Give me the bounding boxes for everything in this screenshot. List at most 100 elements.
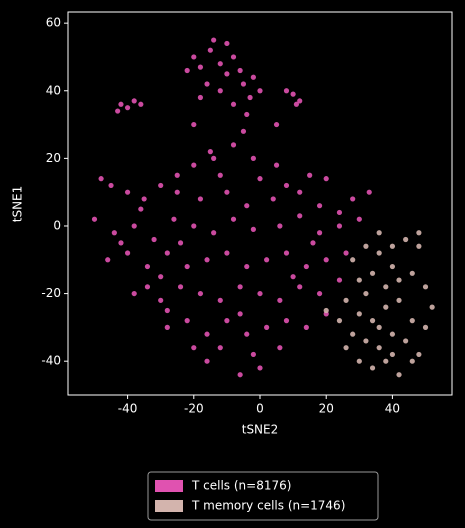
point xyxy=(273,121,280,128)
point xyxy=(244,263,250,270)
point xyxy=(297,284,303,290)
point xyxy=(240,81,247,87)
legend-swatch xyxy=(155,480,183,492)
legend-label: T memory cells (n=1746) xyxy=(191,499,345,513)
point xyxy=(191,162,197,168)
point xyxy=(376,230,382,236)
point xyxy=(237,284,243,290)
point xyxy=(131,223,137,229)
point xyxy=(207,149,213,155)
point xyxy=(389,351,396,358)
point xyxy=(336,277,343,283)
point xyxy=(409,270,415,276)
point xyxy=(158,182,164,189)
point xyxy=(369,318,376,324)
point xyxy=(124,105,131,111)
point xyxy=(217,88,223,94)
point xyxy=(369,270,376,276)
point xyxy=(383,358,389,364)
point xyxy=(237,372,243,378)
point xyxy=(403,236,409,243)
point xyxy=(389,331,396,337)
point xyxy=(350,257,356,263)
point xyxy=(138,206,144,212)
point xyxy=(297,98,303,104)
point xyxy=(323,176,329,182)
point xyxy=(197,64,204,70)
point xyxy=(250,74,256,80)
point xyxy=(277,297,283,303)
point xyxy=(118,101,124,107)
point xyxy=(303,263,309,270)
point xyxy=(177,240,184,246)
point xyxy=(247,94,253,101)
point xyxy=(283,250,290,256)
x-tick-label: 20 xyxy=(319,402,334,416)
x-tick-label: -20 xyxy=(184,402,204,416)
point xyxy=(244,203,250,209)
point xyxy=(197,196,204,202)
point xyxy=(283,318,290,324)
point xyxy=(336,223,343,229)
point xyxy=(356,216,362,222)
point xyxy=(293,101,300,107)
x-axis-label: tSNE2 xyxy=(242,423,279,437)
point xyxy=(131,98,137,104)
point xyxy=(174,172,180,178)
point xyxy=(356,358,362,364)
y-axis-label: tSNE1 xyxy=(11,186,25,223)
point xyxy=(277,345,283,351)
point xyxy=(277,223,283,229)
point xyxy=(244,331,250,337)
point xyxy=(336,318,343,324)
point xyxy=(376,345,382,351)
point xyxy=(158,274,164,280)
point xyxy=(230,142,237,148)
point xyxy=(283,88,290,94)
point xyxy=(105,257,111,263)
point xyxy=(422,324,429,330)
point xyxy=(131,290,137,297)
point xyxy=(164,307,170,314)
point xyxy=(257,88,263,94)
point xyxy=(356,277,362,283)
point xyxy=(343,345,349,351)
point xyxy=(184,67,190,74)
point xyxy=(197,94,204,101)
point xyxy=(184,318,190,324)
point xyxy=(108,182,114,189)
point xyxy=(211,230,217,236)
point xyxy=(383,284,389,290)
point xyxy=(230,101,237,107)
point xyxy=(383,304,389,310)
legend-label: T cells (n=8176) xyxy=(191,479,291,493)
point xyxy=(316,290,323,297)
legend-swatch xyxy=(155,500,183,512)
point xyxy=(224,71,230,77)
x-tick-label: 40 xyxy=(385,402,400,416)
point xyxy=(303,324,309,330)
point xyxy=(343,297,349,303)
point xyxy=(366,189,372,195)
point xyxy=(207,47,213,53)
point xyxy=(141,196,147,202)
point xyxy=(350,196,356,202)
point xyxy=(124,189,131,195)
point xyxy=(237,311,243,317)
point xyxy=(217,345,223,351)
point xyxy=(376,250,382,256)
point xyxy=(290,91,296,97)
point xyxy=(270,196,276,202)
point xyxy=(307,172,313,178)
point xyxy=(204,257,210,263)
point xyxy=(323,257,329,263)
x-tick-label: -40 xyxy=(118,402,138,416)
point xyxy=(257,290,263,297)
point xyxy=(184,263,190,270)
point xyxy=(273,162,280,168)
point xyxy=(204,358,210,364)
point xyxy=(191,54,197,60)
y-tick-label: 0 xyxy=(53,218,61,232)
point xyxy=(403,338,409,344)
